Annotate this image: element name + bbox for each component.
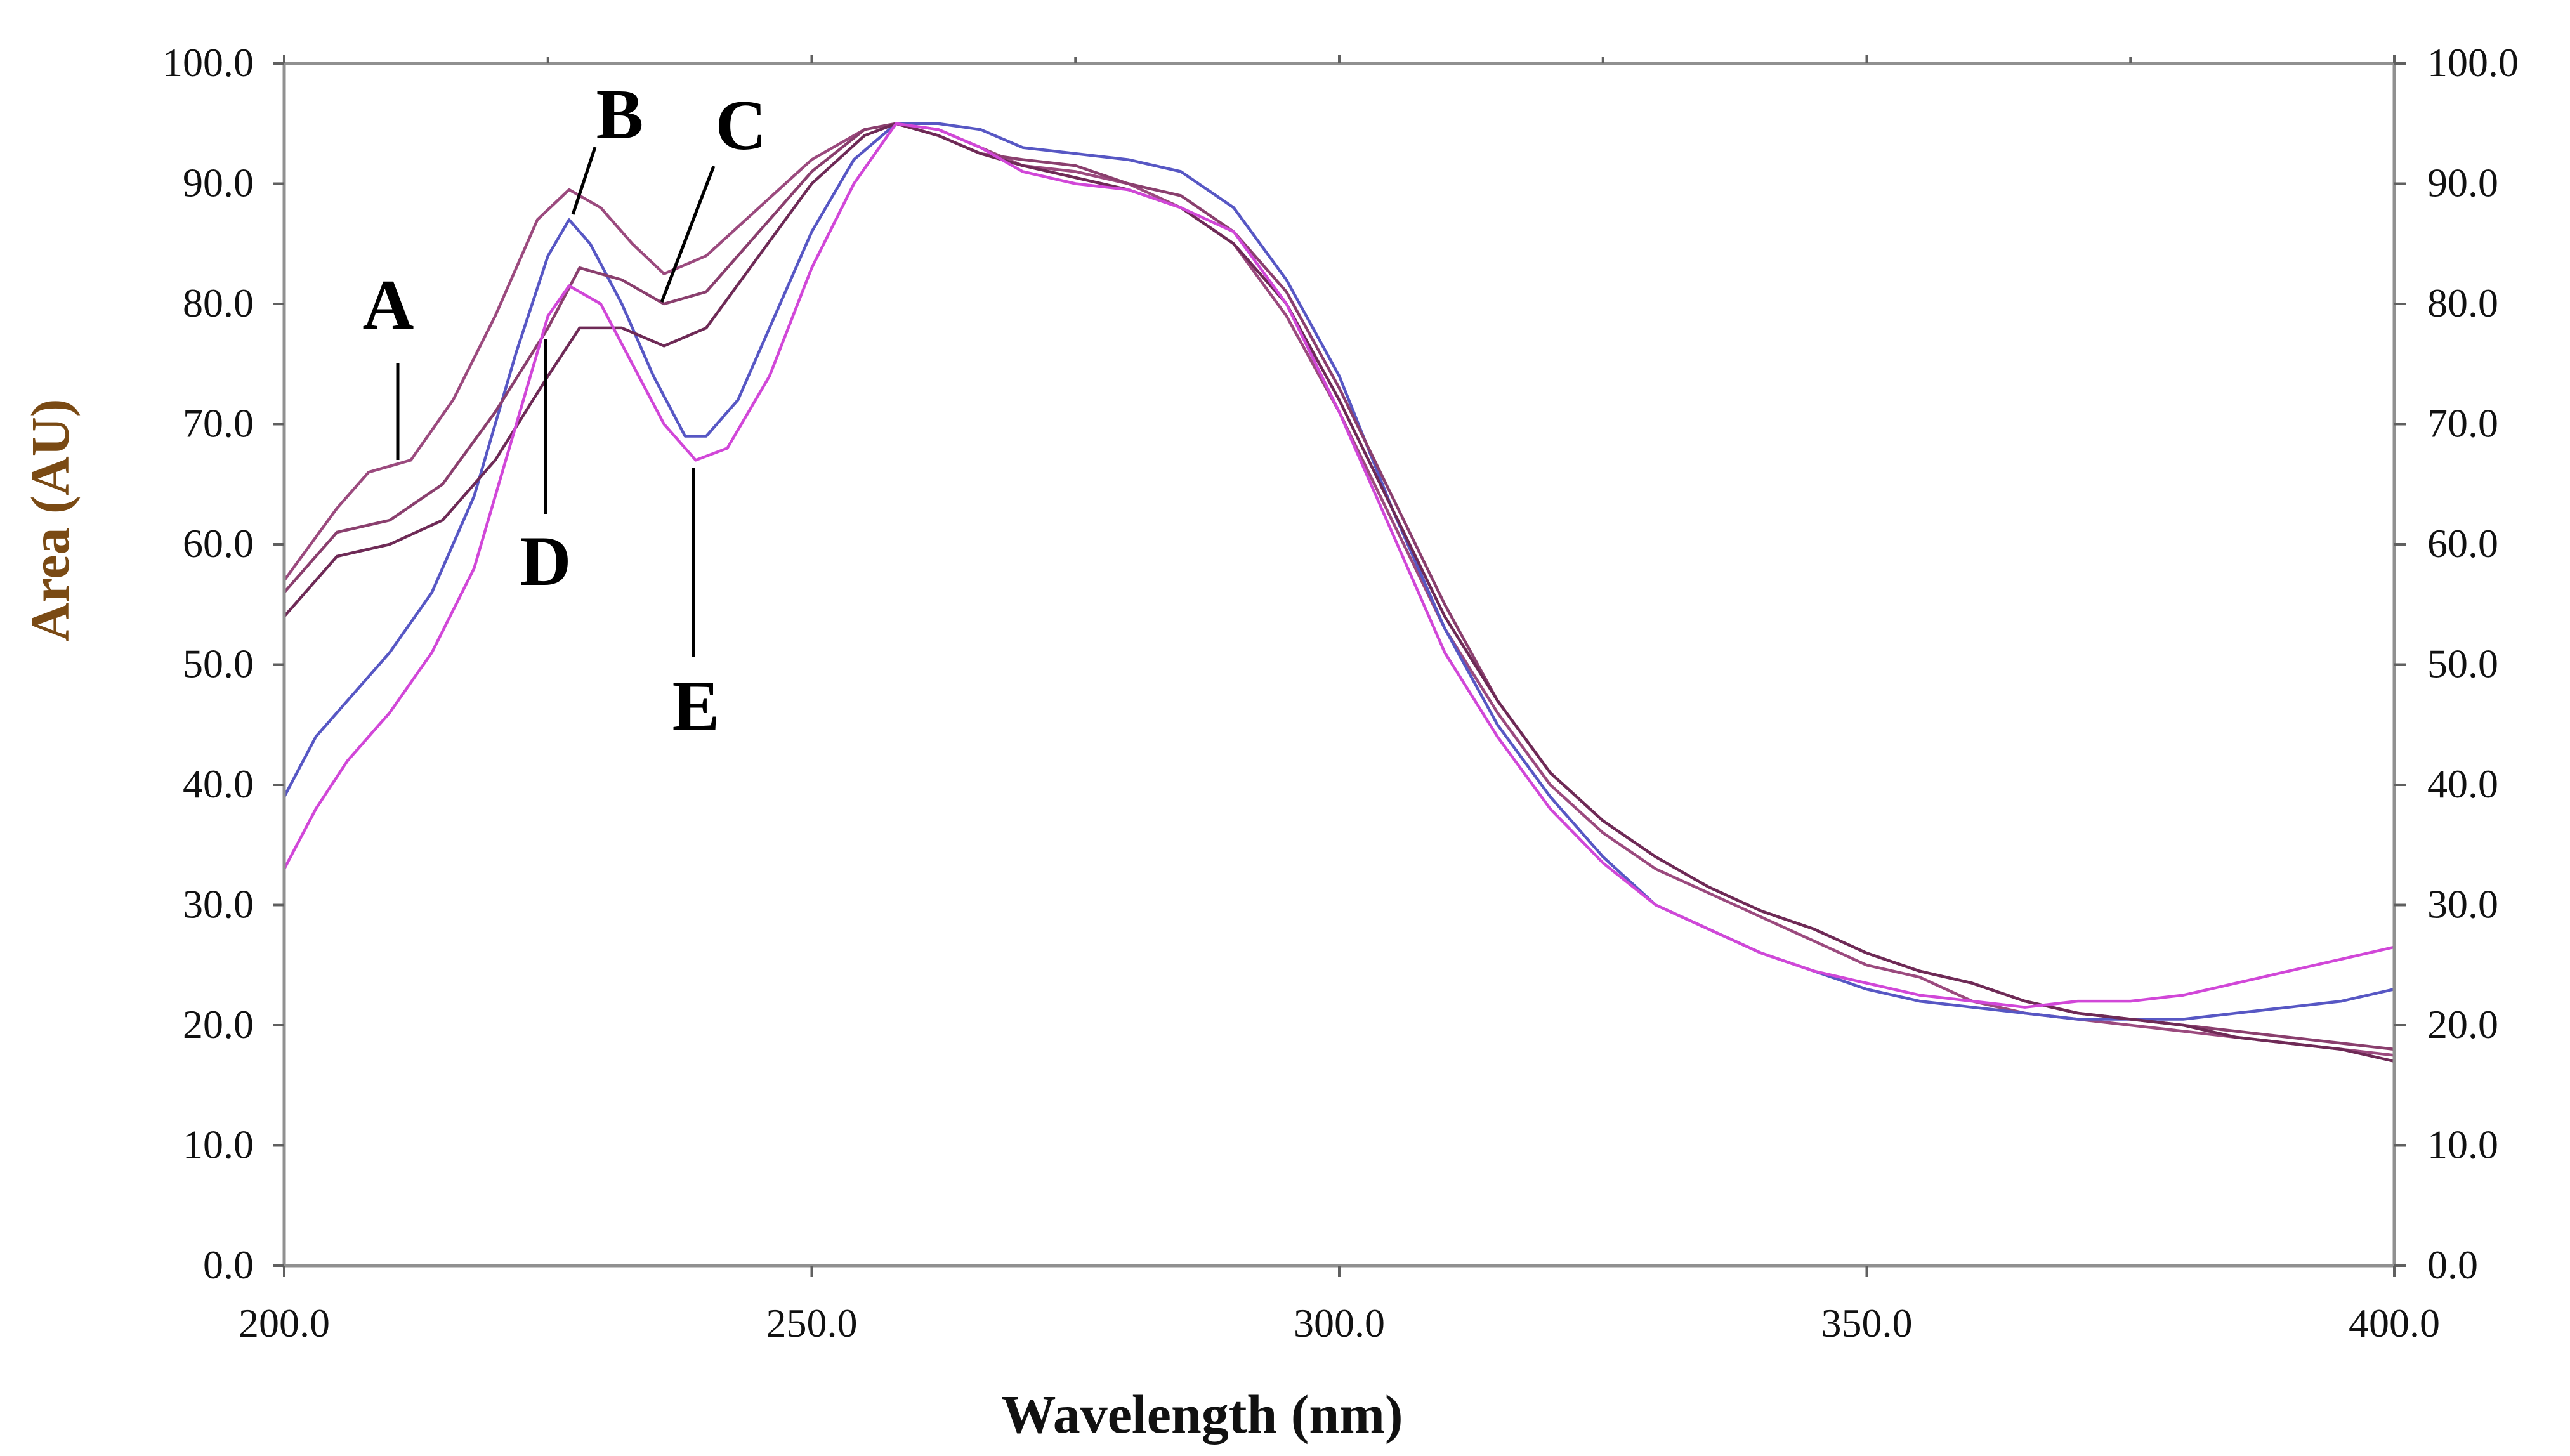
right-y-tick-label: 50.0 (2427, 641, 2498, 686)
right-y-tick-label: 40.0 (2427, 761, 2498, 806)
x-tick-label: 400.0 (2349, 1301, 2440, 1346)
right-y-tick-label: 0.0 (2427, 1242, 2478, 1287)
right-y-tick-label: 30.0 (2427, 882, 2498, 927)
leader-line-c (660, 166, 716, 303)
y-tick-label: 100.0 (162, 40, 254, 85)
series-label-b: B (596, 75, 644, 154)
y-axis-title: Area (AU) (20, 399, 81, 642)
series-line-e (282, 122, 2396, 1009)
plot-area (282, 62, 2396, 1268)
series-label-c: C (716, 86, 767, 165)
y-tick-label: 90.0 (183, 161, 254, 206)
x-tick-label: 250.0 (766, 1301, 858, 1346)
series-layer (282, 122, 2396, 1063)
y-tick-label: 50.0 (183, 641, 254, 686)
right-y-tick-label: 10.0 (2427, 1122, 2498, 1167)
right-y-tick-label: 60.0 (2427, 521, 2498, 566)
right-y-tick-label: 20.0 (2427, 1002, 2498, 1047)
right-y-tick-label: 80.0 (2427, 280, 2498, 325)
right-y-tick-label: 70.0 (2427, 401, 2498, 446)
y-tick-label: 70.0 (183, 401, 254, 446)
y-tick-label: 30.0 (183, 882, 254, 927)
x-tick-label: 350.0 (1821, 1301, 1913, 1346)
x-axis-title: Wavelength (nm) (1001, 1384, 1403, 1445)
y-tick-label: 10.0 (183, 1122, 254, 1167)
series-line-b (282, 122, 2396, 1021)
x-tick-label: 300.0 (1294, 1301, 1385, 1346)
x-tick-label: 200.0 (239, 1301, 330, 1346)
series-label-a: A (363, 266, 414, 344)
y-tick-label: 0.0 (203, 1242, 254, 1287)
y-tick-label: 60.0 (183, 521, 254, 566)
ticks-layer: 0.0 10.0 20.0 30.0 40.0 50.0 60.0 70.0 80.0 90.0 1… (162, 40, 2519, 1346)
series-label-d: D (520, 522, 572, 601)
y-tick-label: 40.0 (183, 761, 254, 806)
series-label-e: E (672, 667, 720, 745)
right-y-tick-label: 90.0 (2427, 161, 2498, 206)
right-y-tick-label: 100.0 (2427, 40, 2519, 85)
y-tick-label: 80.0 (183, 280, 254, 325)
leader-line-b (571, 147, 597, 215)
y-tick-label: 20.0 (183, 1002, 254, 1047)
